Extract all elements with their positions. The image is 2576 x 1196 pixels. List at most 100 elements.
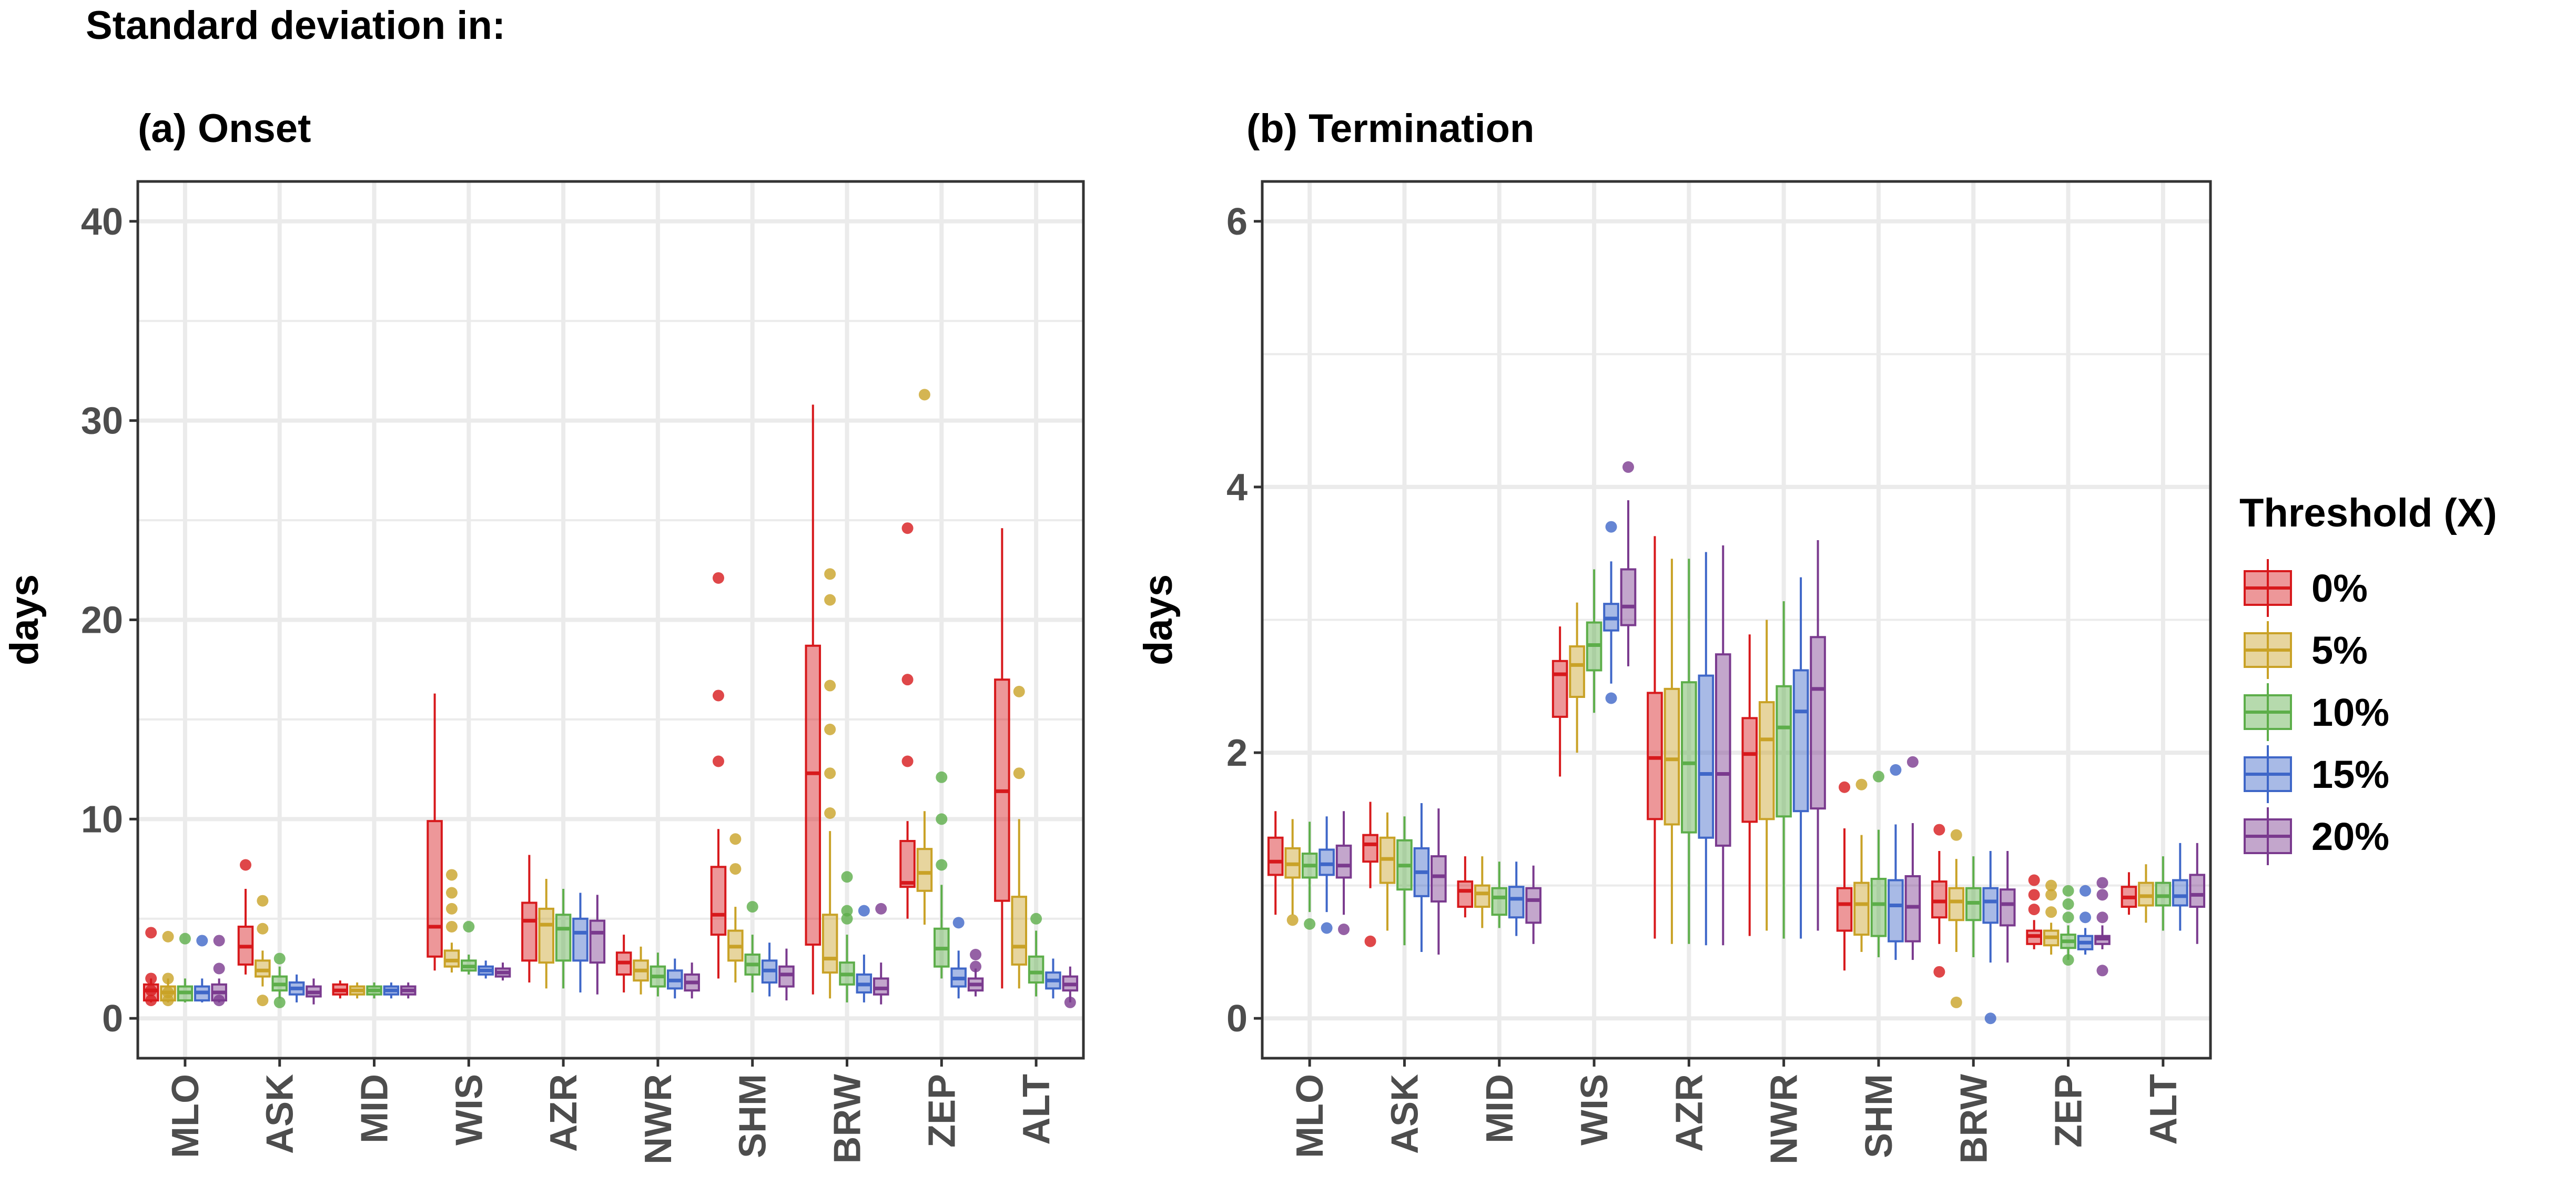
box-MLO-5%	[1284, 819, 1301, 926]
box-ASK-5%	[255, 895, 271, 1007]
box-SHM-0%	[710, 572, 727, 979]
box-MLO-0%	[143, 927, 159, 1007]
box-iqr	[443, 949, 460, 968]
box-ZEP-5%	[916, 389, 933, 925]
box-MLO-20%	[1335, 811, 1352, 936]
outlier-point	[824, 807, 836, 819]
outlier-point	[257, 895, 269, 907]
outlier-point	[729, 863, 742, 875]
legend-label: 20%	[2311, 815, 2389, 858]
box-MLO-10%	[177, 933, 194, 1002]
legend: Threshold (X) 0% 5% 10% 15% 20%	[2239, 491, 2497, 865]
box-MLO-10%	[1301, 822, 1318, 930]
box-BRW-0%	[1931, 824, 1948, 978]
box-ZEP-15%	[950, 917, 967, 999]
x-tick-label: AZR	[1668, 1074, 1710, 1152]
legend-item: 15%	[2244, 745, 2389, 803]
x-tick-label: NWR	[1763, 1074, 1806, 1164]
x-tick-label: SHM	[1858, 1074, 1900, 1158]
outlier-point	[162, 995, 174, 1007]
box-iqr	[1525, 887, 1541, 924]
box-AZR-10%	[1681, 559, 1697, 944]
outlier-point	[729, 833, 742, 845]
box-iqr	[916, 848, 933, 892]
x-tick-label: MID	[354, 1074, 396, 1143]
box-NWR-15%	[666, 958, 683, 999]
outlier-point	[145, 995, 157, 1007]
outlier-point	[952, 917, 965, 929]
box-BRW-20%	[1999, 850, 2016, 963]
panel-termination: (b) Termination 0 2 4 6 MLO ASK MID WIS AZR NWR SHM…	[1136, 106, 2212, 1164]
box-MID-0%	[1457, 856, 1474, 918]
box-ASK-15%	[1413, 803, 1430, 952]
box-MLO-15%	[194, 935, 210, 1002]
box-SHM-15%	[1888, 764, 1904, 960]
outlier-point	[2096, 889, 2108, 901]
outlier-point	[1906, 756, 1919, 768]
y-tick-label: 30	[81, 400, 123, 442]
box-iqr	[1888, 879, 1904, 942]
box-MLO-15%	[1319, 816, 1335, 934]
outlier-point	[213, 962, 225, 975]
box-MID-5%	[1474, 856, 1490, 928]
x-tick-label: WIS	[448, 1074, 490, 1146]
box-iqr	[1011, 896, 1028, 966]
box-iqr	[1474, 884, 1490, 908]
panel-title: (a) Onset	[138, 106, 311, 151]
box-AZR-5%	[1664, 559, 1680, 944]
x-tick-label: MID	[1479, 1074, 1521, 1143]
box-ASK-10%	[1396, 816, 1413, 946]
box-BRW-15%	[856, 905, 873, 1002]
box-MID-0%	[332, 980, 349, 999]
box-iqr	[2155, 881, 2172, 907]
outlier-point	[1364, 935, 1376, 947]
y-tick-label: 20	[81, 600, 123, 642]
box-iqr	[1267, 836, 1284, 876]
outlier-point	[1321, 922, 1333, 934]
box-iqr	[805, 644, 822, 946]
box-WIS-10%	[1586, 569, 1603, 713]
legend-item: 5%	[2244, 621, 2368, 679]
panel-onset: (a) Onset 0 10 20 30 40 MLO ASK MID WIS AZR NWR SHM B…	[2, 106, 1085, 1164]
outlier-point	[824, 680, 836, 692]
box-SHM-5%	[727, 833, 744, 983]
box-BRW-10%	[839, 871, 855, 1002]
box-WIS-15%	[478, 960, 494, 979]
y-tick-label: 10	[81, 798, 123, 840]
outlier-point	[970, 960, 982, 972]
box-ALT-5%	[1011, 685, 1028, 989]
outlier-point	[445, 869, 458, 881]
legend-item: 0%	[2244, 559, 2368, 617]
outlier-point	[257, 923, 269, 935]
outlier-point	[2096, 911, 2108, 924]
box-ALT-0%	[994, 528, 1010, 989]
x-tick-label: ASK	[259, 1074, 301, 1154]
outlier-point	[1013, 685, 1025, 697]
box-ALT-10%	[1028, 913, 1044, 997]
outlier-point	[824, 723, 836, 735]
box-NWR-0%	[615, 935, 632, 992]
outlier-point	[2028, 874, 2040, 886]
box-iqr	[538, 907, 555, 964]
box-ZEP-10%	[2060, 885, 2076, 966]
outlier-point	[1855, 778, 1868, 790]
box-NWR-20%	[684, 962, 700, 999]
box-BRW-10%	[1965, 856, 1982, 958]
box-NWR-20%	[1810, 540, 1826, 931]
box-iqr	[1698, 674, 1715, 839]
y-axis-label: days	[1136, 574, 1181, 665]
box-iqr	[899, 840, 916, 888]
x-tick-label: NWR	[637, 1074, 680, 1164]
box-WIS-15%	[1603, 521, 1619, 704]
x-tick-label: ALT	[1016, 1074, 1058, 1145]
box-iqr	[1836, 887, 1853, 932]
box-ASK-0%	[1362, 802, 1378, 947]
x-tick-label: MLO	[165, 1074, 207, 1158]
outlier-point	[936, 859, 948, 871]
outlier-point	[841, 905, 853, 917]
outlier-point	[2080, 885, 2092, 897]
x-tick-label: WIS	[1574, 1074, 1616, 1146]
outlier-point	[1013, 767, 1025, 779]
box-iqr	[2138, 881, 2154, 907]
outlier-point	[2080, 911, 2092, 924]
